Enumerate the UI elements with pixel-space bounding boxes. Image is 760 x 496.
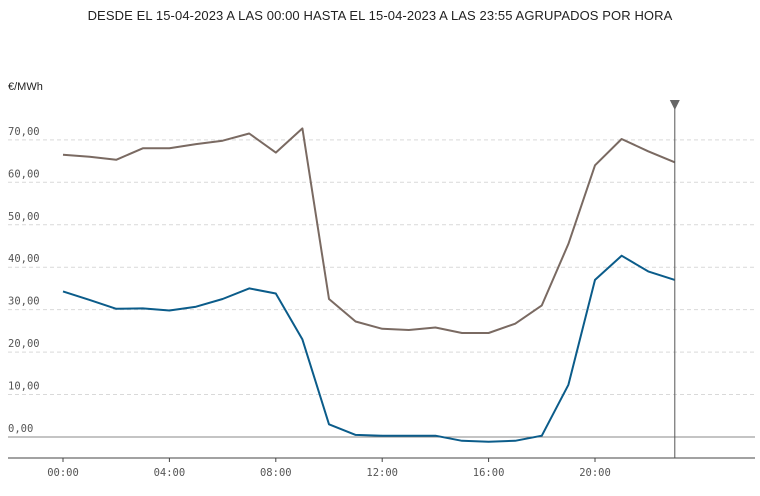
x-tick-label: 08:00 (260, 467, 292, 479)
y-axis-unit-label: €/MWh (8, 81, 43, 93)
y-tick-label: 30,00 (8, 296, 40, 308)
y-tick-label: 40,00 (8, 253, 40, 265)
series-line-2 (62, 254, 676, 443)
x-tick-label: 16:00 (473, 467, 505, 479)
chart-title: DESDE EL 15-04-2023 A LAS 00:00 HASTA EL… (87, 8, 673, 23)
y-tick-label: 60,00 (8, 168, 40, 180)
x-tick-label: 04:00 (154, 467, 186, 479)
y-tick-label: 0,00 (8, 423, 33, 435)
series-line-1 (62, 127, 676, 334)
y-tick-label: 20,00 (8, 338, 40, 350)
gridlines (8, 139, 755, 438)
y-axis-ticks: 0,00 10,00 20,00 30,00 40,00 50,00 60,00 70,00 (8, 126, 40, 435)
x-tick-label: 00:00 (47, 467, 79, 479)
series-2-points (62, 255, 675, 442)
series-lines (62, 127, 676, 443)
y-tick-label: 10,00 (8, 381, 40, 393)
series-1-points (62, 128, 675, 334)
hover-cursor[interactable] (669, 100, 680, 458)
x-axis-ticks: 00:00 04:00 08:00 12:00 16:00 20:00 (47, 458, 611, 479)
y-tick-label: 70,00 (8, 126, 40, 138)
cursor-handle-icon (669, 100, 680, 110)
x-tick-label: 20:00 (579, 467, 611, 479)
x-tick-label: 12:00 (366, 467, 398, 479)
y-tick-label: 50,00 (8, 211, 40, 223)
